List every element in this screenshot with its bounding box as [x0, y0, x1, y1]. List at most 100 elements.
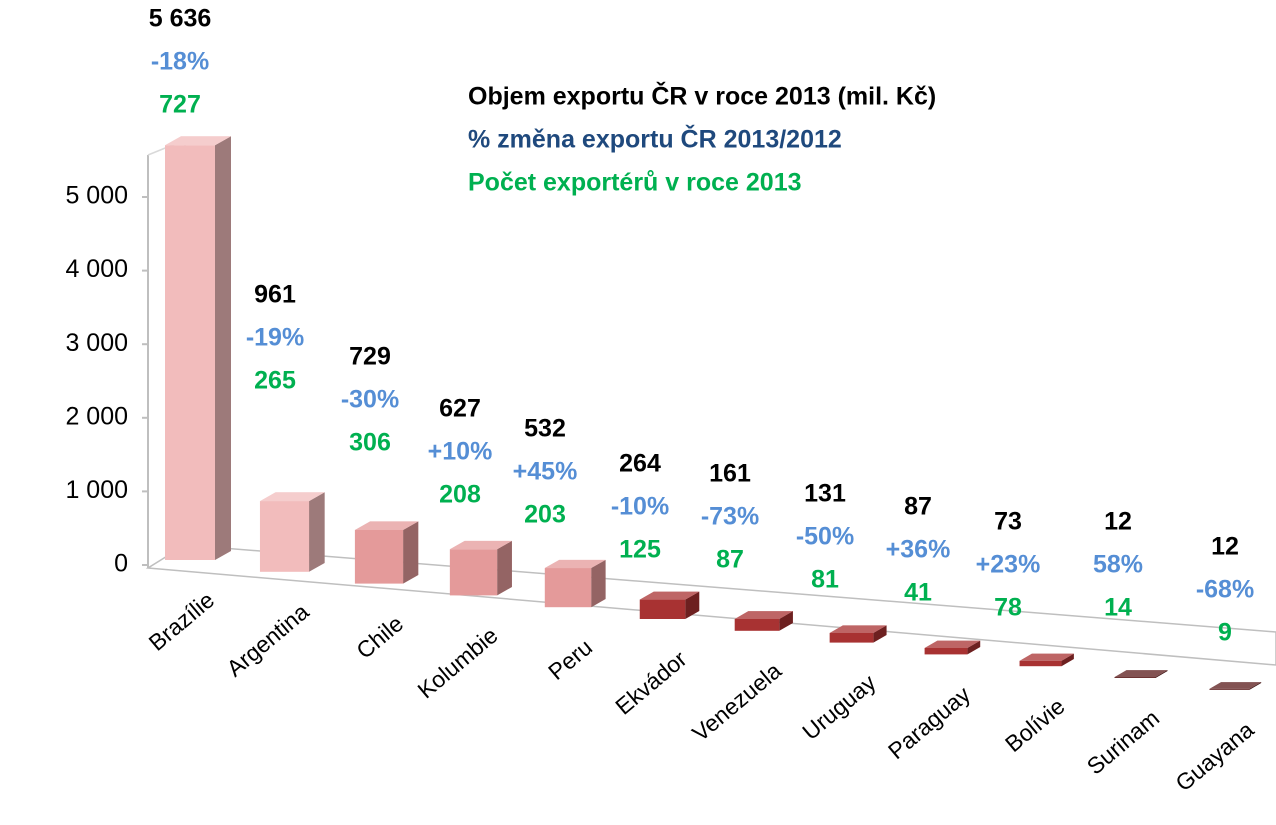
data-label: +10%: [428, 438, 493, 466]
data-label: 131: [804, 480, 846, 508]
bar-front: [165, 145, 215, 560]
bar-side: [497, 540, 512, 596]
data-label: 78: [994, 594, 1022, 622]
bar-top-shade: [639, 591, 700, 600]
bar-side: [403, 521, 419, 584]
bar-side: [215, 136, 231, 560]
bar-side: [1249, 682, 1262, 690]
bar-top: [165, 136, 231, 146]
bar: [1209, 682, 1262, 690]
bar-front: [1019, 660, 1062, 667]
bar-top-shade: [544, 559, 606, 569]
bar-side: [1061, 653, 1074, 667]
bar-front: [1114, 677, 1156, 678]
data-label: 81: [811, 566, 839, 594]
data-label: -10%: [611, 493, 669, 521]
bar-top-shade: [165, 136, 231, 146]
data-label: 727: [159, 91, 201, 119]
bar-side-shade: [1061, 653, 1074, 667]
x-tick-label: Bolívie: [1000, 693, 1070, 757]
bar-front: [354, 529, 404, 584]
data-label: 306: [349, 429, 391, 457]
bar-front: [829, 632, 874, 643]
bar: [165, 136, 231, 560]
bar-top: [734, 611, 793, 619]
bar-side-shade: [591, 559, 606, 608]
data-label: 265: [254, 367, 296, 395]
data-label: 41: [904, 579, 932, 607]
bar-side: [685, 591, 700, 619]
bar-top: [1209, 682, 1262, 689]
bar: [259, 492, 325, 572]
bar-top: [1019, 653, 1074, 661]
data-label: 9: [1218, 619, 1232, 647]
data-label: -19%: [246, 324, 304, 352]
data-label: 14: [1104, 594, 1132, 622]
bar-side-shade: [1249, 682, 1262, 690]
bar-top: [829, 625, 887, 633]
y-tick-label: 4 000: [65, 255, 128, 283]
bar-top-shade: [829, 625, 887, 633]
bar-front: [734, 618, 780, 631]
x-tick-label: Kolumbie: [412, 622, 502, 704]
x-tick-label: Peru: [543, 634, 597, 685]
data-label: -30%: [341, 386, 399, 414]
bar: [544, 559, 606, 608]
bar: [449, 540, 512, 596]
x-tick-label: Surinam: [1082, 705, 1164, 780]
bar-side-shade: [1155, 670, 1168, 678]
bar: [639, 591, 700, 619]
bar-side: [1155, 670, 1168, 678]
bar: [1019, 653, 1074, 667]
bar-side: [779, 611, 793, 631]
x-tick-label: Brazílie: [144, 587, 219, 656]
x-tick-label: Venezuela: [687, 657, 786, 746]
bar-top: [354, 521, 419, 530]
y-tick-label: 3 000: [65, 329, 128, 357]
data-label: 12: [1104, 508, 1132, 536]
bar-side-shade: [873, 625, 887, 643]
x-tick-label: Uruguay: [797, 669, 881, 745]
data-label: -50%: [796, 523, 854, 551]
data-label: +36%: [886, 536, 951, 564]
bar-side-shade: [497, 540, 512, 596]
data-label: 12: [1211, 533, 1239, 561]
bar-top-shade: [449, 540, 512, 550]
bar-side: [873, 625, 887, 643]
y-tick-label: 2 000: [65, 402, 128, 430]
data-label: +45%: [513, 458, 578, 486]
data-label: 203: [524, 501, 566, 529]
data-label: 73: [994, 508, 1022, 536]
bar-side: [591, 559, 606, 608]
data-label: 729: [349, 343, 391, 371]
bar-side: [967, 640, 981, 655]
data-label: -68%: [1196, 576, 1254, 604]
data-label: 87: [904, 493, 932, 521]
x-tick-label: Argentina: [221, 598, 313, 681]
data-label: 532: [524, 415, 566, 443]
legend-entry: Počet exportérů v roce 2013: [468, 169, 802, 197]
bar-top: [449, 540, 512, 550]
data-label: 208: [439, 481, 481, 509]
bar-top-shade: [1019, 653, 1074, 661]
bar-top-shade: [1209, 682, 1262, 689]
x-tick-label: Ekvádor: [610, 645, 692, 719]
data-label: 87: [716, 546, 744, 574]
bar-top-shade: [1114, 670, 1168, 678]
bar-top-shade: [354, 521, 419, 530]
x-tick-label: Paraguay: [883, 681, 976, 765]
data-label: 125: [619, 536, 661, 564]
bar-side-shade: [967, 640, 981, 655]
legend-entry: Objem exportu ČR v roce 2013 (mil. Kč): [468, 81, 936, 111]
bar-side-shade: [403, 521, 419, 584]
bar-top: [924, 640, 981, 648]
y-tick-label: 5 000: [65, 182, 128, 210]
bar-front: [924, 647, 968, 655]
bar-top: [544, 559, 606, 569]
data-label: 5 636: [149, 5, 212, 33]
data-label: 264: [619, 450, 661, 478]
bar: [354, 521, 419, 584]
bar: [734, 611, 793, 631]
bar-front: [544, 568, 592, 608]
